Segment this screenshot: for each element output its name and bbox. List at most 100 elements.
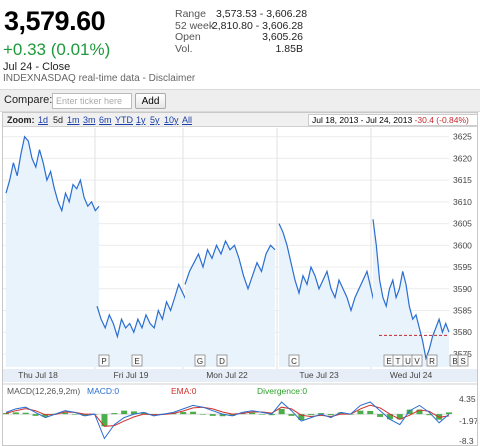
news-flag[interactable]: [457, 354, 469, 367]
divergence-bar: [308, 414, 315, 416]
news-flag[interactable]: [216, 354, 228, 367]
stat-open: Open 3,605.26: [175, 31, 303, 44]
zoom-label: Zoom:: [7, 115, 35, 125]
price-line-1[interactable]: [5, 135, 100, 213]
divergence-bar: [3, 413, 9, 415]
divergence-bar: [101, 414, 108, 427]
divergence-bar: [42, 414, 49, 417]
price-line-4[interactable]: [278, 223, 380, 337]
divergence-bar: [209, 414, 216, 416]
zoom-6m[interactable]: 6m: [99, 115, 112, 125]
macd-legend-item: MACD:0: [87, 386, 119, 396]
divergence-bar: [219, 414, 226, 417]
divergence-bar: [81, 414, 88, 416]
news-flag-label: T: [396, 357, 401, 366]
stat-value: 3,605.26: [262, 31, 303, 43]
divergence-bar: [377, 414, 384, 417]
price-line-3[interactable]: [184, 239, 276, 291]
price-area-2: [97, 284, 191, 367]
divergence-bar: [140, 412, 147, 415]
divergence-bar: [229, 414, 236, 416]
y-tick-label: 3580: [453, 327, 472, 337]
price-value: 3,579.60: [4, 6, 106, 36]
x-tick-label: Wed Jul 24: [390, 370, 433, 380]
zoom-1d[interactable]: 1d: [38, 115, 49, 125]
divergence-bar: [190, 411, 197, 415]
divergence-bar: [62, 412, 69, 415]
y-tick-label: 3620: [453, 153, 472, 163]
divergence-bar: [12, 412, 19, 415]
zoom-5d[interactable]: 5d: [53, 115, 64, 125]
date-status: Jul 24 - Close: [3, 61, 71, 73]
divergence-bar: [199, 414, 206, 415]
x-axis-strip: [3, 369, 477, 382]
stat-value: 3,573.53 - 3,606.28: [216, 8, 308, 20]
zoom-1m[interactable]: 1m: [67, 115, 80, 125]
compare-bar: Compare: Add: [0, 89, 480, 112]
macd-line: [5, 401, 450, 440]
y-tick-label: 3585: [453, 306, 472, 316]
divergence-bar: [416, 409, 423, 415]
news-flag[interactable]: [411, 354, 423, 367]
news-flag-label: G: [197, 357, 203, 366]
zoom-10y[interactable]: 10y: [164, 115, 179, 125]
y-tick-label: 3590: [453, 284, 472, 294]
y-tick-label: 3605: [453, 219, 472, 229]
stats-panel: Range 3,573.53 - 3,606.28 52 week 2,810.…: [175, 8, 308, 56]
divergence-bar: [268, 414, 275, 416]
news-flag[interactable]: [194, 354, 206, 367]
price-area-3: [185, 241, 275, 367]
price-chart[interactable]: 3575 3580 3585 3590 3595 3600 3605 3610 3615 3620…: [3, 113, 477, 445]
stat-label: Vol.: [175, 42, 193, 55]
macd-legend-item: Divergence:0: [257, 386, 307, 396]
divergence-bar: [337, 412, 344, 415]
divergence-bar: [22, 412, 29, 415]
zoom-bar: Zoom: 1d 5d 1m 3m 6m YTD 1y 5y 10y All J…: [3, 113, 478, 127]
divergence-bar: [278, 408, 285, 415]
price-line-5[interactable]: [372, 219, 450, 361]
zoom-5y[interactable]: 5y: [150, 115, 160, 125]
news-flag-label: P: [101, 357, 106, 366]
divergence-bar: [258, 414, 265, 415]
divergence-bar: [426, 414, 433, 416]
y-tick-label: 3575: [453, 349, 472, 359]
y-tick-label: 3610: [453, 197, 472, 207]
divergence-bar: [111, 413, 118, 415]
macd-tick-label: 4.35: [459, 394, 476, 404]
compare-ticker-input[interactable]: [52, 93, 132, 109]
stat-value: 1.85B: [275, 42, 303, 55]
stat-52-week: 52 week 2,810.80 - 3,606.28: [175, 19, 303, 33]
divergence-bar: [367, 411, 374, 415]
add-ticker-button[interactable]: Add: [135, 93, 166, 109]
price-area-5: [373, 219, 449, 367]
divergence-bar: [396, 414, 403, 420]
news-flag-label: E: [386, 357, 391, 366]
news-flag-label: B: [452, 357, 457, 366]
zoom-1y[interactable]: 1y: [136, 115, 146, 125]
macd-tick-label: -1.97: [459, 416, 477, 426]
x-tick-label: Fri Jul 19: [114, 370, 149, 380]
compare-label: Compare:: [4, 94, 53, 106]
news-flag[interactable]: [98, 354, 110, 367]
zoom-all[interactable]: All: [182, 115, 193, 125]
range-summary: Jul 18, 2013 - Jul 24, 2013 -30.4 (-0.84…: [308, 114, 478, 126]
stat-value: 2,810.80 - 3,606.28: [211, 19, 303, 32]
divergence-bar: [327, 414, 334, 416]
news-flag-label: U: [405, 357, 411, 366]
zoom-3m[interactable]: 3m: [83, 115, 96, 125]
news-flag-label: R: [429, 357, 435, 366]
price-line-2[interactable]: [96, 282, 192, 339]
divergence-bar: [121, 410, 128, 415]
news-flag-label: E: [134, 357, 139, 366]
price-area-4: [279, 223, 379, 367]
stat-label: Range: [175, 8, 206, 20]
stat-volume: Vol. 1.85B: [175, 42, 303, 56]
zoom-ytd[interactable]: YTD: [115, 115, 133, 125]
news-flag[interactable]: [426, 354, 438, 367]
news-flag[interactable]: [131, 354, 143, 367]
divergence-bar: [386, 414, 393, 420]
divergence-bar: [357, 410, 364, 415]
news-flag-label: S: [460, 357, 465, 366]
x-tick-label: Tue Jul 23: [299, 370, 339, 380]
news-flag[interactable]: [288, 354, 300, 367]
